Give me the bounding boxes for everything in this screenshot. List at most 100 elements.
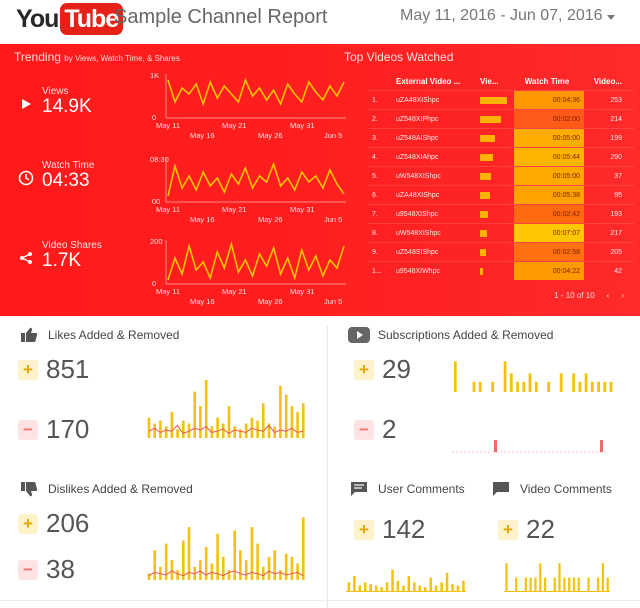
views-bar	[480, 96, 507, 104]
views-cell	[480, 148, 514, 166]
table-row[interactable]: 7. u9548XIShpc 00:02:42 193	[368, 204, 634, 223]
views-bar	[480, 153, 493, 161]
video-id[interactable]: uZ548SIShpc	[396, 248, 439, 256]
bottom-divider	[0, 600, 640, 601]
bar	[385, 582, 389, 592]
row-index: 2.	[372, 115, 378, 123]
video-id[interactable]: uZA48XIShpc	[396, 191, 440, 199]
bar	[182, 540, 185, 580]
x-tick-label: May 26	[258, 297, 283, 306]
logo-tube-text: Tube	[60, 3, 124, 35]
table-row[interactable]: 2. uZ548XIPhpc 00:02:00 214	[368, 109, 634, 128]
shares-cell: 290	[610, 153, 622, 161]
table-row[interactable]: 9. uZ548SIShpc 00:02:58 205	[368, 242, 634, 261]
page-title: Sample Channel Report	[114, 6, 328, 28]
shares-cell: 205	[610, 248, 622, 256]
bar	[147, 573, 151, 580]
metric-watch-time: Watch Time 04:33	[16, 160, 94, 191]
bar	[578, 381, 582, 392]
bar	[273, 550, 276, 580]
video-id[interactable]: uZ548AIShpc	[396, 134, 439, 142]
bar-chart-svg	[453, 361, 613, 392]
chevron-right-icon[interactable]: ›	[621, 290, 624, 300]
bar	[374, 585, 378, 592]
comment-icon	[348, 480, 370, 498]
x-tick-label: May 21	[222, 121, 247, 130]
bar	[296, 563, 299, 580]
video-id[interactable]: uW548XIShpc	[396, 229, 441, 237]
bar	[380, 587, 383, 592]
views-cell	[480, 205, 514, 223]
bar	[572, 373, 576, 392]
bar	[358, 585, 361, 592]
shares-cell: 253	[610, 96, 622, 104]
shares-cell: 193	[610, 210, 622, 218]
y-min-label: 00	[152, 197, 160, 206]
col-header-watch-time[interactable]: Watch Time	[524, 76, 570, 86]
chevron-left-icon[interactable]: ‹	[606, 290, 610, 300]
views-trend-chart: 1K 0 May 11 May 21 May 31 May 16 May 26 Jun 5	[150, 71, 360, 142]
table-body: 1. uZA48XIShpc 00:04:36 253 2. uZ548XIPhpc 00:…	[368, 90, 634, 280]
bar	[572, 577, 576, 592]
dislikes-added: + 206	[18, 508, 89, 539]
video-comments-section-title: Video Comments	[490, 480, 612, 498]
video-id[interactable]: uZ548XIAhpc	[396, 153, 439, 161]
bar	[413, 582, 416, 592]
bar	[451, 584, 454, 592]
bar-chart-svg	[147, 380, 305, 438]
bar	[528, 373, 532, 392]
bar	[524, 577, 527, 592]
table-row[interactable]: 3. uZ548AIShpc 00:05:00 199	[368, 128, 634, 147]
views-cell	[480, 129, 514, 147]
bar	[462, 580, 465, 592]
video-id[interactable]: uZA48XIShpc	[396, 96, 440, 104]
x-tick-label: May 11	[156, 205, 180, 214]
bar	[187, 527, 191, 580]
trending-title: Trending by Views, Watch Time, & Shares	[14, 50, 180, 64]
bar	[364, 582, 367, 592]
views-cell	[480, 110, 514, 128]
subscriptions-added-value: 29	[382, 354, 411, 384]
table-row[interactable]: 4. uZ548XIAhpc 00:05:44 290	[368, 147, 634, 166]
col-header-external-video[interactable]: External Video ...	[396, 76, 461, 86]
bar	[204, 547, 208, 580]
bar	[267, 423, 271, 438]
bar	[193, 391, 196, 438]
video-id[interactable]: uZ548XIPhpc	[396, 115, 439, 123]
watch-time-cell: 00:04:22	[514, 262, 584, 280]
bar	[227, 570, 231, 580]
table-row[interactable]: 8. uW548XIShpc 00:07:07 217	[368, 223, 634, 242]
bar	[509, 373, 513, 392]
col-header-views[interactable]: Vie...	[480, 76, 499, 86]
col-header-video-shares[interactable]: Video...	[593, 76, 622, 86]
video-comments-added: + 22	[498, 514, 555, 545]
bar	[434, 585, 438, 592]
bar	[391, 569, 394, 592]
likes-added: + 851	[18, 354, 89, 385]
bar	[262, 403, 265, 438]
video-id[interactable]: u9548XIWhpc	[396, 267, 440, 275]
date-range-picker[interactable]: May 11, 2016 - Jun 07, 2016	[400, 7, 615, 25]
row-index: 1.	[372, 96, 378, 104]
trend-line	[167, 77, 345, 107]
video-id[interactable]: uW548XIShpc	[396, 172, 441, 180]
table-row[interactable]: 1. uZA48XIShpc 00:04:36 253	[368, 90, 634, 109]
bar	[262, 566, 265, 580]
bar	[284, 553, 288, 580]
bar	[597, 577, 600, 592]
table-row[interactable]: 6. uZA48XIShpc 00:05:38 95	[368, 185, 634, 204]
views-cell	[480, 262, 514, 280]
x-tick-label: May 21	[222, 205, 247, 214]
removed-line	[148, 570, 304, 577]
bar	[534, 577, 537, 592]
row-index: 3.	[372, 134, 378, 142]
bar	[478, 381, 482, 392]
watch-time-cell: 00:04:36	[514, 91, 584, 109]
table-pagination: 1 - 10 of 10 ‹ ›	[368, 284, 634, 306]
table-row[interactable]: 5. uW548XIShpc 00:05:00 37	[368, 166, 634, 185]
bar	[505, 563, 508, 592]
views-cell	[480, 91, 514, 109]
table-row[interactable]: 1... u9548XIWhpc 00:04:22 42	[368, 261, 634, 280]
video-id[interactable]: u9548XIShpc	[396, 210, 439, 218]
